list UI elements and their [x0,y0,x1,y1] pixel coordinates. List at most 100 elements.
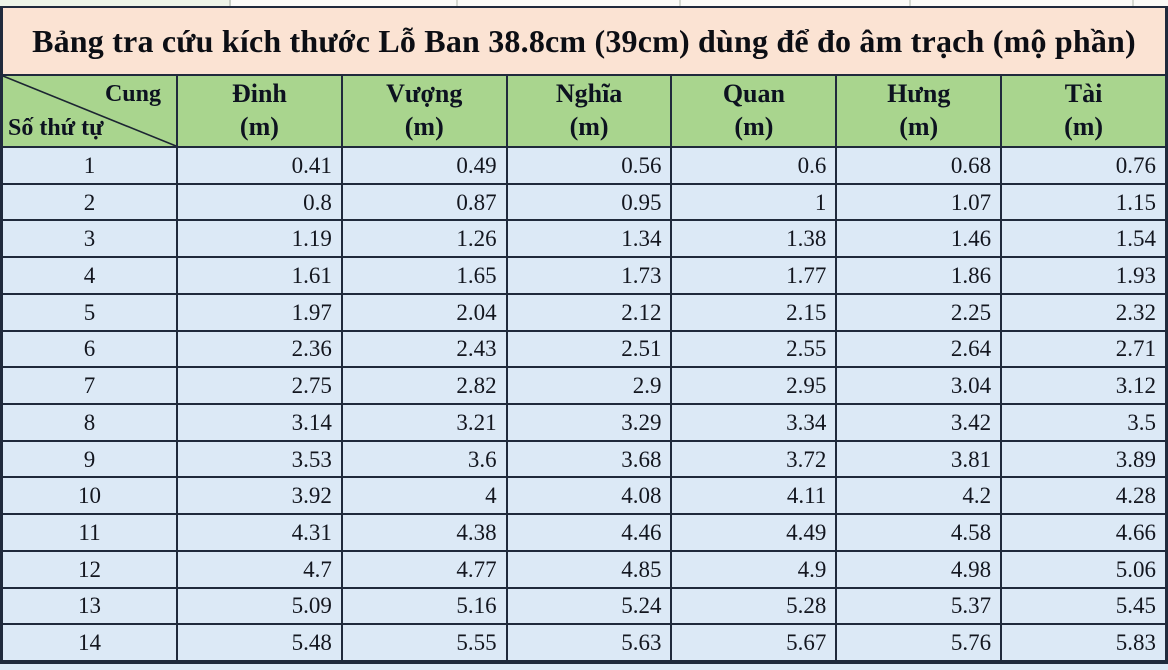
value-cell: 1.19 [178,221,343,257]
table-row: 13 5.09 5.16 5.24 5.28 5.37 5.45 [3,588,1165,626]
row-number-cell: 9 [3,441,178,477]
value-cell: 1.38 [672,221,838,257]
value-cell: 4.2 [837,478,1003,514]
table-row: 12 4.7 4.77 4.85 4.9 4.98 5.06 [3,551,1165,589]
value-cell: 3.5 [1127,409,1156,435]
value-cell: 1.34 [508,221,673,257]
value-cell: 2.25 [837,294,1003,330]
column-unit: (m) [404,112,444,141]
corner-label-cung: Cung [104,81,161,107]
table-row: 9 3.53 3.6 3.68 3.72 3.81 3.89 [3,441,1165,479]
value-cell: 3.81 [837,441,1003,477]
value-cell: 5.55 [343,625,508,661]
row-number-cell: 6 [3,331,178,367]
value-cell: 5.37 [837,588,1003,624]
value-cell: 3.89 [1115,446,1156,472]
column-unit: (m) [239,112,279,141]
value-cell: 2.82 [343,368,508,404]
value-cell: 3.42 [837,405,1003,440]
row-number-cell: 1 [3,148,178,183]
row-number-cell: 8 [3,405,178,440]
value-cell: 3.12 [1115,373,1156,399]
value-cell: 4.28 [1115,483,1156,509]
value-cell: 0.6 [672,148,838,183]
column-unit: (m) [899,112,939,141]
table-header-row: Cung Số thứ tự Đinh (m) Vượng (m) Nghĩa (m) Qu… [3,76,1165,148]
table-row: 2 0.8 0.87 0.95 1 1.07 1.15 [3,184,1165,222]
column-header-4: Quan (m) [672,76,838,146]
value-cell: 2.71 [1115,336,1156,362]
value-cell: 0.95 [508,184,673,220]
value-cell: 4.77 [343,551,508,587]
value-cell: 0.76 [1115,152,1156,178]
value-cell: 3.21 [343,405,508,440]
value-cell: 4.11 [672,478,838,514]
title-band: Bảng tra cứu kích thước Lỗ Ban 38.8cm (3… [0,6,1168,76]
row-number-cell: 13 [3,588,178,624]
row-number-cell: 11 [3,515,178,550]
value-cell: 4.58 [837,515,1003,550]
value-cell: 5.67 [672,625,838,661]
value-cell: 2.36 [178,331,343,367]
value-cell: 1.86 [837,258,1003,293]
value-cell: 4 [343,478,508,514]
value-cell: 5.45 [1115,593,1156,619]
lookup-table: Cung Số thứ tự Đinh (m) Vượng (m) Nghĩa (m) Qu… [0,76,1168,661]
value-cell: 1.73 [508,258,673,293]
value-cell: 2.51 [508,331,673,367]
value-cell: 5.06 [1115,556,1156,582]
table-row: 1 0.41 0.49 0.56 0.6 0.68 0.76 [3,148,1165,185]
value-cell: 0.8 [178,184,343,220]
value-cell: 2.9 [508,368,673,404]
column-name: Quan [722,79,785,109]
value-cell: 1.61 [178,258,343,293]
column-unit: (m) [734,112,774,141]
value-cell: 5.16 [343,588,508,624]
row-number-cell: 5 [3,294,178,330]
value-cell: 3.34 [672,405,838,440]
column-header-6: Tài (m) [1002,76,1165,146]
value-cell: 0.68 [837,148,1003,183]
column-name: Nghĩa [555,79,623,109]
value-cell: 1.15 [1115,189,1156,215]
table-row: 4 1.61 1.65 1.73 1.77 1.86 1.93 [3,258,1165,295]
value-cell: 5.24 [508,588,673,624]
value-cell: 3.29 [508,405,673,440]
value-cell: 4.46 [508,515,673,550]
row-number-cell: 14 [3,625,178,661]
row-number-cell: 10 [3,478,178,514]
value-cell: 3.14 [178,405,343,440]
value-cell: 2.32 [1115,299,1156,325]
column-header-1: Đinh (m) [178,76,343,146]
row-number-cell: 7 [3,368,178,404]
value-cell: 1.93 [1115,263,1156,289]
value-cell: 1.07 [837,184,1003,220]
value-cell: 4.9 [672,551,838,587]
table-row: 14 5.48 5.55 5.63 5.67 5.76 5.83 [3,625,1165,661]
value-cell: 1.46 [837,221,1003,257]
value-cell: 1.26 [343,221,508,257]
value-cell: 5.09 [178,588,343,624]
page-title: Bảng tra cứu kích thước Lỗ Ban 38.8cm (3… [32,22,1136,59]
value-cell: 5.48 [178,625,343,661]
value-cell: 4.31 [178,515,343,550]
corner-header-cell: Cung Số thứ tự [3,76,178,146]
value-cell: 1.65 [343,258,508,293]
row-number-cell: 3 [3,221,178,257]
table-row: 5 1.97 2.04 2.12 2.15 2.25 2.32 [3,294,1165,332]
value-cell: 2.12 [508,294,673,330]
table-row: 11 4.31 4.38 4.46 4.49 4.58 4.66 [3,515,1165,552]
value-cell: 2.43 [343,331,508,367]
value-cell: 2.75 [178,368,343,404]
value-cell: 3.92 [178,478,343,514]
value-cell: 0.87 [343,184,508,220]
corner-label-so-thu-tu: Số thứ tự [8,115,104,141]
value-cell: 4.49 [672,515,838,550]
row-number-cell: 12 [3,551,178,587]
value-cell: 3.68 [508,441,673,477]
value-cell: 0.41 [178,148,343,183]
diagonal-divider-line [3,76,176,146]
column-unit: (m) [1064,112,1104,141]
value-cell: 0.49 [343,148,508,183]
value-cell: 4.85 [508,551,673,587]
